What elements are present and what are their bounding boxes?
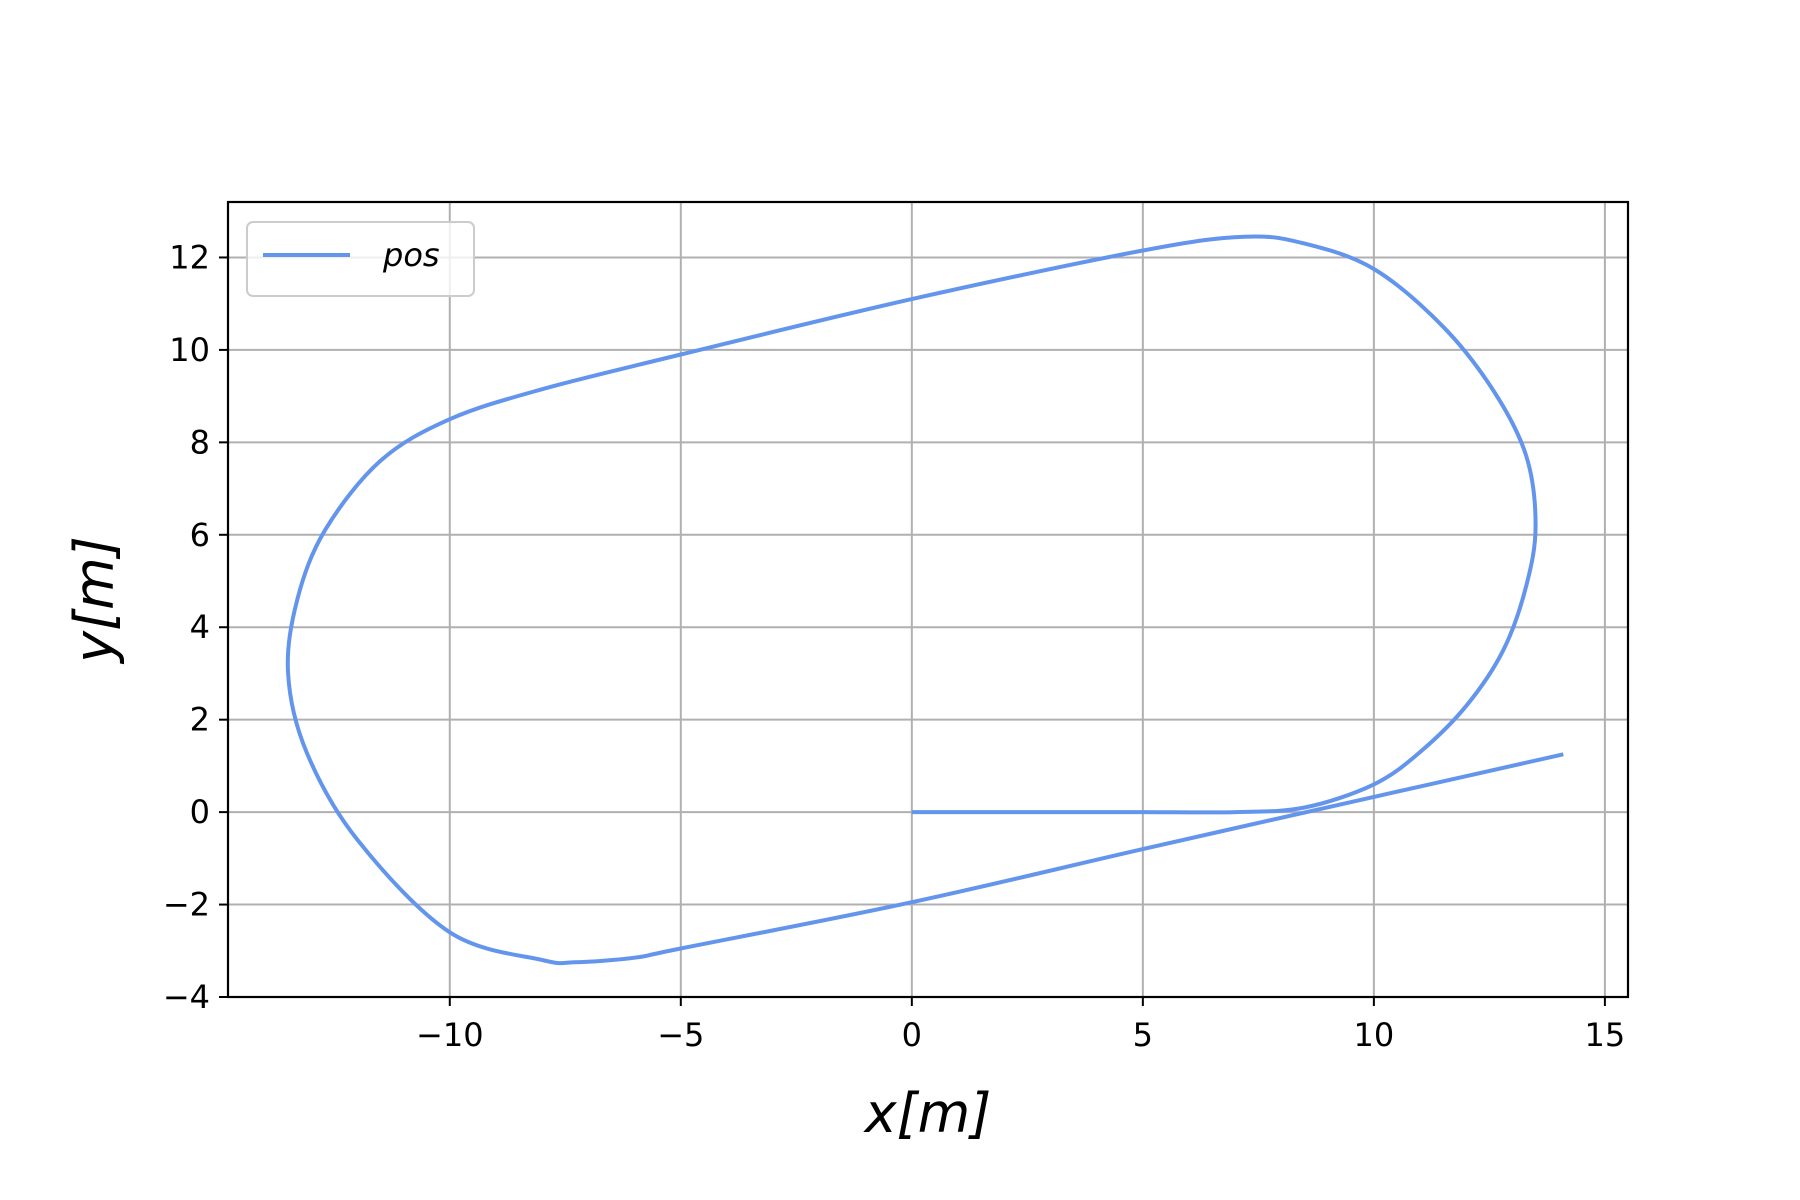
x-axis-label: x[m] xyxy=(863,1082,992,1145)
x-tick-label: 5 xyxy=(1133,1016,1153,1054)
y-tick-label: 12 xyxy=(169,238,210,276)
x-tick-label: −10 xyxy=(416,1016,484,1054)
y-tick-label: 0 xyxy=(190,793,210,831)
x-tick-label: 10 xyxy=(1354,1016,1395,1054)
y-tick-label: 2 xyxy=(190,701,210,739)
y-tick-label: 4 xyxy=(190,608,210,646)
y-tick-label: −4 xyxy=(163,978,210,1016)
series-layer xyxy=(285,234,1564,966)
y-tick-label: 10 xyxy=(169,331,210,369)
x-tick-label: 15 xyxy=(1585,1016,1626,1054)
y-axis-label: y[m] xyxy=(63,536,126,665)
legend: pos xyxy=(246,221,475,297)
series-line-pos xyxy=(285,234,1564,966)
plot-frame xyxy=(226,200,1630,999)
y-tick-label: 6 xyxy=(190,516,210,554)
x-tick-label: 0 xyxy=(902,1016,922,1054)
legend-label-pos: pos xyxy=(382,236,440,274)
x-tick-label: −5 xyxy=(657,1016,704,1054)
y-tick-label: −2 xyxy=(163,886,210,924)
legend-box xyxy=(246,221,475,297)
y-tick-label: 8 xyxy=(190,423,210,461)
grid xyxy=(228,202,1628,998)
ticks: −10 −5 0 5 10 15 −4 −2 0 2 4 6 8 10 12 xyxy=(163,238,1625,1054)
